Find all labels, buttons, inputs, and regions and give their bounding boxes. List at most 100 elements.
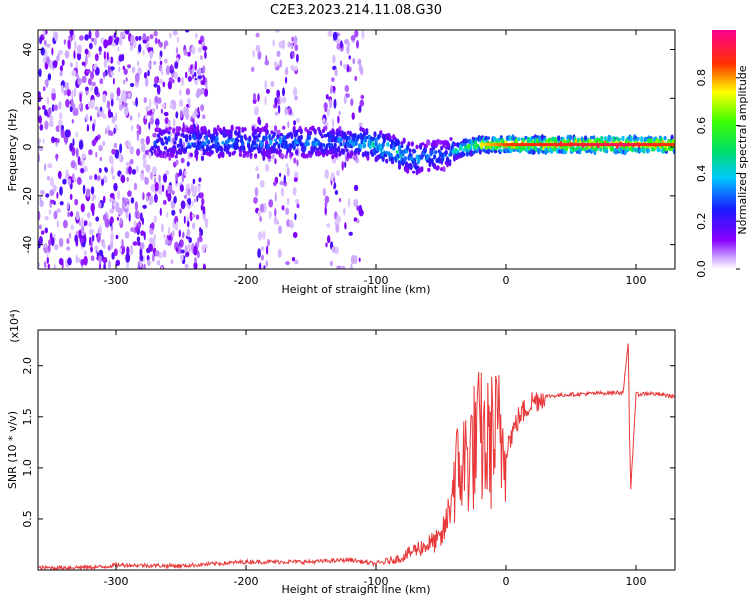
heatmap-speckle bbox=[71, 119, 74, 124]
heatmap-speckle bbox=[110, 239, 114, 250]
heatmap-speckle bbox=[200, 104, 205, 112]
heatmap-speckle bbox=[266, 245, 269, 255]
heatmap-speckle bbox=[340, 265, 346, 269]
heatmap-speckle bbox=[199, 88, 205, 95]
heatmap-ridge-cell bbox=[251, 125, 255, 133]
heatmap-speckle bbox=[149, 171, 153, 180]
heatmap-ridge-cell bbox=[295, 149, 299, 156]
heatmap-speckle bbox=[138, 35, 142, 41]
heatmap-speckle bbox=[58, 257, 64, 266]
heatmap-speckle bbox=[74, 198, 79, 206]
heatmap-speckle bbox=[202, 114, 206, 120]
heatmap-speckle bbox=[116, 87, 121, 97]
heatmap-speckle bbox=[152, 132, 157, 138]
heatmap-ridge-cell bbox=[338, 129, 342, 136]
heatmap-ridge-cell bbox=[264, 134, 268, 141]
heatmap-speckle bbox=[56, 208, 61, 213]
heatmap-speckle bbox=[48, 209, 52, 216]
heatmap-ridge-cell bbox=[183, 127, 187, 132]
heatmap-ridge-cell bbox=[188, 136, 192, 140]
heatmap-ridge-cell bbox=[348, 130, 352, 137]
heatmap-speckle bbox=[193, 245, 198, 256]
heatmap-ridge-core bbox=[524, 143, 528, 147]
heatmap-speckle bbox=[193, 185, 198, 194]
heatmap-speckle bbox=[63, 219, 68, 229]
heatmap-ridge-cell bbox=[337, 145, 341, 153]
heatmap-speckle bbox=[147, 259, 151, 267]
heatmap-speckle bbox=[128, 165, 132, 175]
heatmap-speckle bbox=[359, 66, 364, 76]
spectrogram-x-tick-label: 0 bbox=[503, 274, 510, 287]
heatmap-speckle bbox=[74, 40, 77, 51]
heatmap-speckle bbox=[353, 198, 359, 208]
spectrogram-y-tick-label: 20 bbox=[21, 91, 34, 105]
heatmap-speckle bbox=[287, 41, 291, 48]
heatmap-ridge-cell bbox=[410, 141, 414, 147]
heatmap-speckle bbox=[136, 148, 141, 156]
heatmap-speckle bbox=[58, 237, 64, 248]
heatmap-ridge-cell bbox=[401, 149, 405, 155]
heatmap-speckle bbox=[186, 220, 190, 228]
heatmap-ridge-cell bbox=[350, 151, 354, 157]
heatmap-ridge-core bbox=[547, 143, 551, 147]
heatmap-ridge-core bbox=[552, 143, 556, 147]
heatmap-speckle bbox=[253, 196, 258, 204]
heatmap-speckle bbox=[107, 129, 112, 136]
heatmap-speckle bbox=[334, 246, 339, 255]
heatmap-speckle bbox=[258, 262, 262, 269]
heatmap-ridge-cell bbox=[309, 130, 313, 136]
heatmap-ridge-cell bbox=[511, 134, 515, 142]
heatmap-speckle bbox=[262, 230, 266, 240]
heatmap-speckle bbox=[43, 244, 48, 248]
heatmap-speckle bbox=[64, 50, 70, 59]
heatmap-speckle bbox=[173, 117, 176, 128]
heatmap-ridge-core bbox=[599, 143, 603, 147]
heatmap-ridge-cell bbox=[249, 152, 253, 157]
heatmap-ridge-cell bbox=[313, 128, 317, 135]
heatmap-speckle bbox=[296, 53, 299, 63]
heatmap-speckle bbox=[115, 36, 120, 43]
heatmap-ridge-cell bbox=[202, 151, 206, 156]
heatmap-speckle bbox=[174, 71, 178, 80]
heatmap-ridge-cell bbox=[420, 166, 424, 170]
heatmap-ridge-cell bbox=[438, 140, 443, 145]
heatmap-speckle bbox=[109, 216, 114, 224]
heatmap-ridge-cell bbox=[230, 124, 234, 132]
heatmap-speckle bbox=[112, 175, 115, 180]
heatmap-speckle bbox=[62, 178, 67, 185]
heatmap-ridge-cell bbox=[366, 151, 370, 157]
heatmap-ridge-cell bbox=[365, 128, 369, 136]
heatmap-ridge-cell bbox=[600, 135, 604, 142]
heatmap-speckle bbox=[343, 63, 348, 70]
heatmap-ridge-cell bbox=[345, 148, 349, 152]
heatmap-speckle bbox=[158, 78, 163, 84]
heatmap-ridge-core bbox=[630, 143, 634, 147]
heatmap-speckle bbox=[102, 140, 106, 147]
heatmap-speckle bbox=[151, 112, 154, 119]
heatmap-speckle bbox=[189, 211, 193, 222]
heatmap-speckle bbox=[177, 76, 181, 83]
heatmap-ridge-cell bbox=[243, 127, 247, 132]
heatmap-speckle bbox=[148, 243, 153, 252]
heatmap-speckle bbox=[45, 193, 50, 198]
heatmap-ridge-cell bbox=[396, 139, 400, 147]
heatmap-speckle bbox=[192, 118, 195, 126]
heatmap-speckle bbox=[167, 80, 172, 90]
heatmap-ridge-core bbox=[498, 143, 502, 147]
heatmap-ridge-cell bbox=[433, 163, 437, 170]
heatmap-ridge-cell bbox=[347, 135, 351, 141]
heatmap-speckle bbox=[168, 119, 171, 127]
heatmap-speckle bbox=[175, 47, 179, 55]
heatmap-speckle bbox=[70, 160, 76, 169]
heatmap-speckle bbox=[95, 216, 100, 222]
heatmap-ridge-cell bbox=[202, 148, 206, 153]
heatmap-speckle bbox=[137, 60, 139, 67]
heatmap-ridge-cell bbox=[327, 142, 331, 146]
heatmap-ridge-cell bbox=[647, 148, 651, 153]
heatmap-speckle bbox=[250, 66, 255, 73]
heatmap-speckle bbox=[198, 236, 203, 243]
heatmap-speckle bbox=[75, 254, 78, 264]
heatmap-speckle bbox=[110, 232, 114, 242]
heatmap-speckle bbox=[178, 245, 182, 255]
heatmap-ridge-cell bbox=[585, 149, 589, 154]
